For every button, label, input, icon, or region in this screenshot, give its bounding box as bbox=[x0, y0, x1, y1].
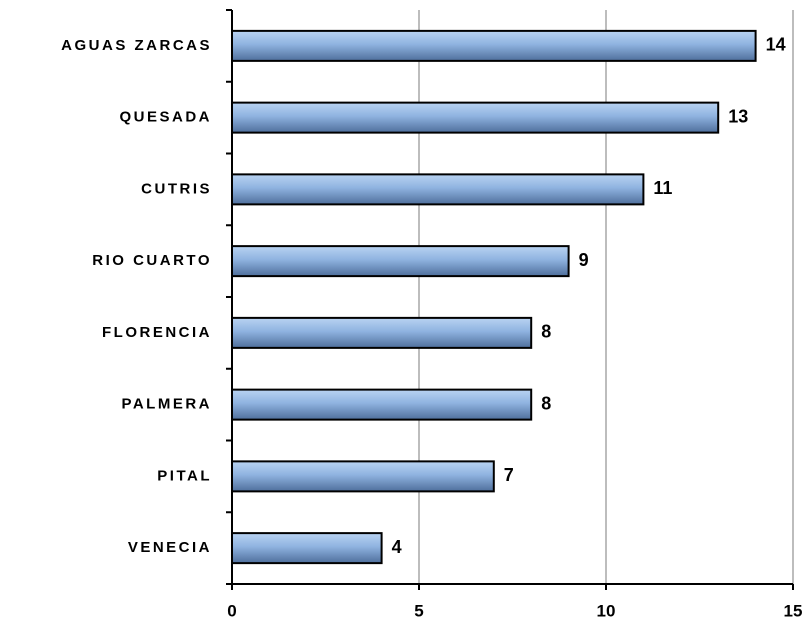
value-label: 8 bbox=[541, 322, 551, 342]
value-label: 8 bbox=[541, 393, 551, 413]
value-label: 11 bbox=[653, 178, 672, 198]
value-label: 14 bbox=[766, 35, 786, 55]
value-label: 4 bbox=[392, 537, 402, 557]
x-tick-label: 10 bbox=[597, 601, 616, 620]
y-tick-label: FLORENCIA bbox=[102, 324, 212, 341]
y-tick-label: VENECIA bbox=[128, 539, 212, 556]
y-tick-label: PITAL bbox=[157, 467, 212, 484]
y-tick-label: AGUAS ZARCAS bbox=[61, 37, 212, 54]
value-label: 13 bbox=[728, 106, 748, 126]
value-label: 9 bbox=[579, 250, 589, 270]
bar bbox=[231, 29, 757, 62]
bar bbox=[231, 245, 570, 278]
x-tick-label: 5 bbox=[414, 601, 423, 620]
x-tick-label: 15 bbox=[784, 601, 803, 620]
x-tick-label: 0 bbox=[227, 601, 236, 620]
value-label: 7 bbox=[504, 465, 514, 485]
bar bbox=[231, 460, 495, 493]
bar bbox=[231, 101, 720, 134]
bar bbox=[231, 388, 533, 421]
y-tick-label: QUESADA bbox=[119, 109, 212, 126]
y-tick-label: CUTRIS bbox=[141, 180, 212, 197]
bar bbox=[231, 532, 383, 565]
bar bbox=[231, 316, 533, 349]
y-tick-label: RIO CUARTO bbox=[92, 252, 212, 269]
y-tick-label: PALMERA bbox=[121, 396, 212, 413]
bar bbox=[231, 173, 645, 206]
